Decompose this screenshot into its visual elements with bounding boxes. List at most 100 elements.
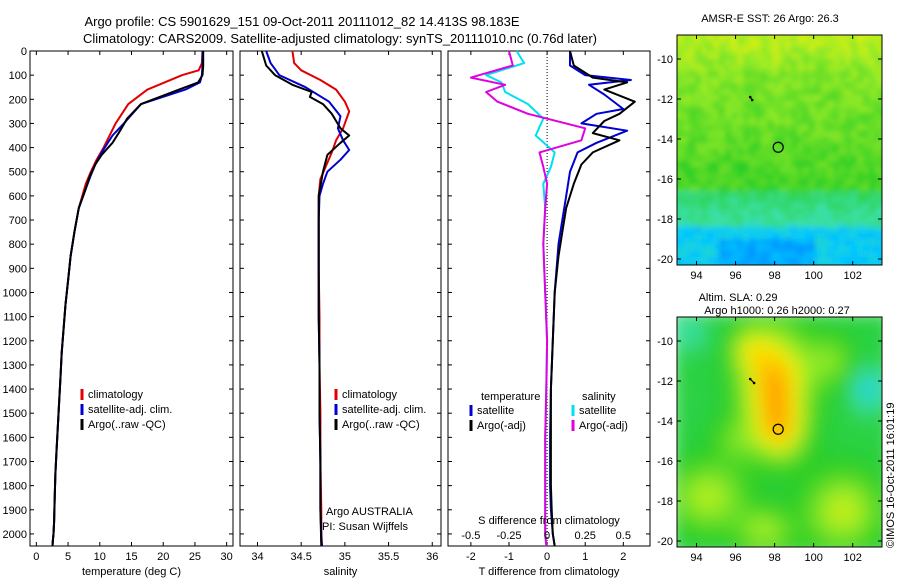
sla_map-cell [755,479,762,486]
sla_map-cell [773,377,780,384]
sla_map-field [677,317,894,558]
sst_map-cell [797,221,804,228]
legend-salinity-label: satellite [579,405,616,417]
sst_map-cell [863,245,870,252]
sla_map-cell [845,377,852,384]
sla_map-cell [791,419,798,426]
sla_map-cell [713,413,720,420]
sla_map-cell [743,359,750,366]
sla_map-cell [725,443,732,450]
sla_map-cell [839,395,846,402]
sst_map-cell [887,203,894,210]
sla_map-cell [857,509,864,516]
sla_map-cell [767,479,774,486]
sst_map-cell [719,179,726,186]
sla_map-cell [767,449,774,456]
sst_map-cell [791,191,798,198]
sst_map-cell [677,143,684,150]
sla_map-cell [683,533,690,540]
sst_map-cell [689,47,696,54]
sst_map-cell [677,203,684,210]
sst_map-cell [725,47,732,54]
sst_map-cell [689,245,696,252]
sla_map-cell [773,317,780,324]
sst_map-cell [761,215,768,222]
sla_map-cell [737,521,744,528]
sla_map-cell [731,449,738,456]
sla_map-cell [773,515,780,522]
sst_map-cell [839,89,846,96]
sla_map-cell [773,419,780,426]
sla_map-cell [833,383,840,390]
sla_map-cell [773,383,780,390]
side-timestamp: ©IMOS 16-Oct-2011 16:01:19 [885,403,897,548]
sla_map-cell [755,365,762,372]
sla_map-cell [821,383,828,390]
sst_map-cell [863,155,870,162]
sst_map-cell [827,239,834,246]
sst_map-cell [743,83,750,90]
sla_map-cell [857,371,864,378]
sst_map-cell [845,161,852,168]
sla_map-cell [767,377,774,384]
sst_map-cell [821,47,828,54]
sst_map-cell [683,257,690,264]
sla_map-cell [779,467,786,474]
sst_map-cell [707,245,714,252]
sla_map-cell [677,323,684,330]
sst_map-cell [869,59,876,66]
sla_map-cell [851,401,858,408]
sst_map-cell [839,167,846,174]
sla_map-cell [683,449,690,456]
sla_map-cell [827,551,834,558]
sla_map-cell [713,491,720,498]
sla_map-cell [761,443,768,450]
sst_map-cell [857,77,864,84]
sla_map-cell [713,347,720,354]
sla_map-cell [719,449,726,456]
sst_map-cell [845,89,852,96]
sst_map-cell [839,83,846,90]
sst_map-cell [863,173,870,180]
sst_map-cell [821,149,828,156]
sst_map-cell [695,71,702,78]
sla_map-cell [815,401,822,408]
sla_map-cell [767,545,774,547]
sst_map-cell [845,155,852,162]
sla_map-cell [863,497,870,504]
sst-map-title: AMSR-E SST: 26 Argo: 26.3 [701,13,839,25]
sst_map-cell [725,203,732,210]
sla_map-cell [725,467,732,474]
sst_map-cell [863,221,870,228]
sla_map-cell [857,395,864,402]
sla_map-cell [695,485,702,492]
temperature-xtick-label: 30 [221,551,233,563]
sla_map-cell [755,353,762,360]
sst_map-cell [839,191,846,198]
sst_map-cell [743,263,750,265]
sst_map-cell [767,221,774,228]
sla_map-cell [761,407,768,414]
sla_map-cell [845,431,852,438]
sst_map-cell [719,161,726,168]
sst_map-cell [737,59,744,66]
sla_map-cell [695,431,702,438]
sla_map-cell [785,479,792,486]
sla_map-cell [815,461,822,468]
sst_map-cell [743,191,750,198]
sst_map-cell [713,227,720,234]
sst_map-cell [749,197,756,204]
sst_map-cell [689,185,696,192]
sla_map-cell [683,461,690,468]
sst_map-cell [755,149,762,156]
sla_map-cell [701,425,708,432]
sst_map-cell [773,209,780,216]
sst_map-cell [737,119,744,126]
sst_map-cell [725,131,732,138]
sla_map-cell [887,359,894,366]
sla_map-cell [707,347,714,354]
sla_map-cell [785,365,792,372]
sst_map-cell [833,179,840,186]
sla_map-cell [749,407,756,414]
sla_map-cell [875,347,882,354]
